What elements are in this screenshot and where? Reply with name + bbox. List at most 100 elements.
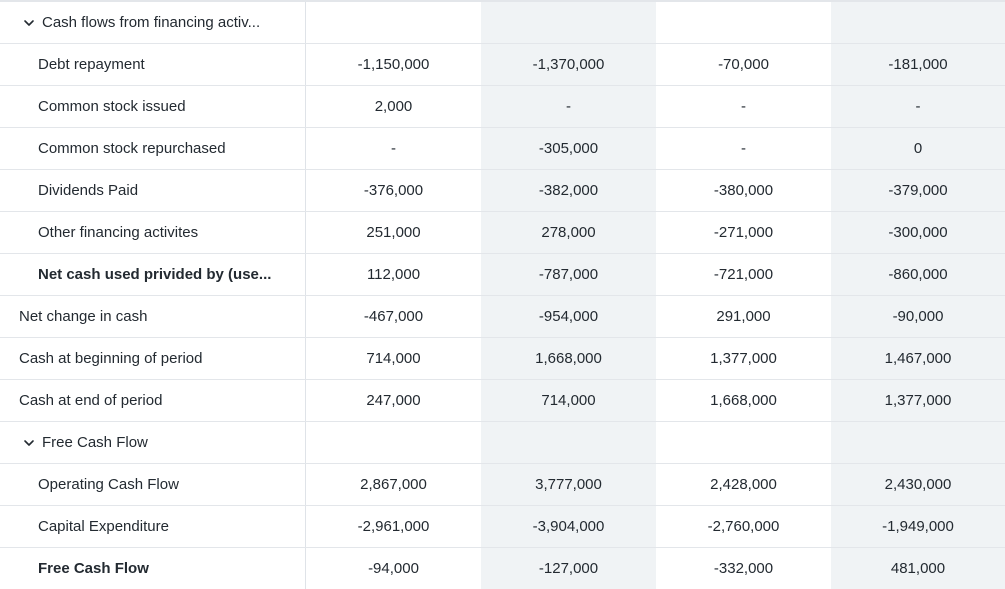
row-label: Other financing activites	[0, 212, 306, 253]
value-cell: 2,867,000	[360, 476, 427, 493]
value-cell: -70,000	[718, 56, 769, 73]
table-row: Operating Cash Flow 2,867,000 3,777,000 2,4…	[0, 463, 1005, 505]
table-row: Cash at end of period 247,000 714,000 1,668…	[0, 379, 1005, 421]
value-cell: -787,000	[481, 254, 656, 295]
value-cell: 291,000	[716, 308, 771, 325]
table-row: Net cash used privided by (use... 112,000…	[0, 253, 1005, 295]
value-cell	[656, 2, 831, 43]
row-label[interactable]: Cash flows from financing activ...	[0, 2, 306, 43]
value-cell: -300,000	[831, 212, 1005, 253]
value-cell	[306, 2, 481, 43]
row-label-text: Common stock issued	[38, 98, 186, 115]
row-label: Cash at end of period	[0, 380, 306, 421]
value-cell	[831, 2, 1005, 43]
value-cell: -2,961,000	[357, 518, 430, 535]
row-label-text: Free Cash Flow	[42, 434, 148, 451]
value-cell: -271,000	[713, 224, 774, 241]
row-label-text: Net cash used privided by (use...	[38, 266, 272, 283]
table-row: Common stock issued 2,000 - - -	[0, 85, 1005, 127]
value-cell	[481, 422, 656, 463]
row-label-text: Common stock repurchased	[38, 140, 226, 157]
row-label-text: Free Cash Flow	[38, 560, 149, 577]
value-cell: -721,000	[713, 266, 774, 283]
section-row[interactable]: Cash flows from financing activ...	[0, 1, 1005, 43]
row-label-text: Cash at end of period	[19, 392, 163, 409]
table-row: Capital Expenditure -2,961,000 -3,904,000 -…	[0, 505, 1005, 547]
value-cell: -1,150,000	[357, 56, 430, 73]
row-label: Capital Expenditure	[0, 506, 306, 547]
table-row: Cash at beginning of period 714,000 1,668,…	[0, 337, 1005, 379]
value-cell: -380,000	[713, 182, 774, 199]
value-cell: -379,000	[831, 170, 1005, 211]
value-cell: -332,000	[713, 560, 774, 577]
value-cell: -2,760,000	[707, 518, 780, 535]
table-row: Common stock repurchased - -305,000 - 0	[0, 127, 1005, 169]
value-cell: 3,777,000	[481, 464, 656, 505]
row-label-text: Cash at beginning of period	[19, 350, 203, 367]
value-cell	[306, 422, 481, 463]
table-row: Net change in cash -467,000 -954,000 291,00…	[0, 295, 1005, 337]
value-cell: -860,000	[831, 254, 1005, 295]
chevron-down-icon[interactable]	[22, 436, 36, 450]
section-row[interactable]: Free Cash Flow	[0, 421, 1005, 463]
value-cell: 2,430,000	[831, 464, 1005, 505]
value-cell: -90,000	[831, 296, 1005, 337]
row-label-text: Dividends Paid	[38, 182, 139, 199]
value-cell: 112,000	[366, 266, 421, 283]
value-cell: -	[391, 140, 396, 157]
table-row: Debt repayment -1,150,000 -1,370,000 -70,00…	[0, 43, 1005, 85]
row-label: Common stock issued	[0, 86, 306, 127]
value-cell: -127,000	[481, 548, 656, 589]
row-label: Debt repayment	[0, 44, 306, 85]
value-cell: 481,000	[831, 548, 1005, 589]
value-cell: -	[741, 98, 746, 115]
value-cell: -1,370,000	[481, 44, 656, 85]
table-top-border	[0, 0, 1005, 1]
value-cell: 251,000	[366, 224, 421, 241]
row-label-text: Cash flows from financing activ...	[42, 14, 261, 31]
value-cell: -954,000	[481, 296, 656, 337]
value-cell: -3,904,000	[481, 506, 656, 547]
value-cell: 1,668,000	[481, 338, 656, 379]
value-cell: -94,000	[368, 560, 419, 577]
value-cell: -382,000	[481, 170, 656, 211]
row-label: Net change in cash	[0, 296, 306, 337]
value-cell: 1,467,000	[831, 338, 1005, 379]
value-cell: 714,000	[366, 350, 421, 367]
value-cell: -181,000	[831, 44, 1005, 85]
row-label: Free Cash Flow	[0, 548, 306, 589]
value-cell: 278,000	[481, 212, 656, 253]
row-label-text: Debt repayment	[38, 56, 145, 73]
row-label-text: Net change in cash	[19, 308, 148, 325]
value-cell: -376,000	[363, 182, 424, 199]
table-row: Free Cash Flow -94,000 -127,000 -332,000 481…	[0, 547, 1005, 589]
value-cell: 1,377,000	[831, 380, 1005, 421]
chevron-down-icon[interactable]	[22, 16, 36, 30]
value-cell	[831, 422, 1005, 463]
row-label[interactable]: Free Cash Flow	[0, 422, 306, 463]
row-label: Net cash used privided by (use...	[0, 254, 306, 295]
row-label: Dividends Paid	[0, 170, 306, 211]
row-label-text: Other financing activites	[38, 224, 199, 241]
value-cell: 2,428,000	[710, 476, 777, 493]
value-cell: 2,000	[374, 98, 413, 115]
row-label-text: Capital Expenditure	[38, 518, 169, 535]
value-cell: 247,000	[366, 392, 421, 409]
value-cell	[656, 422, 831, 463]
row-label: Operating Cash Flow	[0, 464, 306, 505]
value-cell	[481, 2, 656, 43]
value-cell: 1,668,000	[710, 392, 777, 409]
value-cell: 1,377,000	[710, 350, 777, 367]
table-row: Dividends Paid -376,000 -382,000 -380,000 -3…	[0, 169, 1005, 211]
value-cell: -305,000	[481, 128, 656, 169]
row-label: Cash at beginning of period	[0, 338, 306, 379]
value-cell: -	[741, 140, 746, 157]
value-cell: -	[831, 86, 1005, 127]
value-cell: -1,949,000	[831, 506, 1005, 547]
value-cell: 0	[831, 128, 1005, 169]
value-cell: -	[481, 86, 656, 127]
table-row: Other financing activites 251,000 278,000 -…	[0, 211, 1005, 253]
row-label: Common stock repurchased	[0, 128, 306, 169]
value-cell: 714,000	[481, 380, 656, 421]
